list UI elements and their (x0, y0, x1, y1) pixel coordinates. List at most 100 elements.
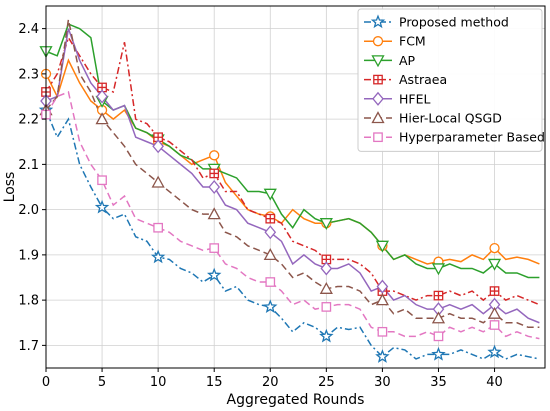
y-tick-label: 1.7 (18, 339, 39, 354)
legend-swatch-marker (371, 55, 385, 68)
series-1-marker (209, 150, 220, 161)
y-tick-label: 1.8 (18, 294, 39, 309)
series-5-marker (95, 112, 109, 125)
series-0-marker (487, 344, 502, 359)
legend-box (357, 8, 543, 152)
series-line-6 (45, 90, 540, 340)
y-tick-label: 2.1 (18, 158, 39, 173)
series-0-marker (150, 249, 166, 264)
series-3-marker-cross (490, 286, 499, 296)
series-0-marker (206, 267, 222, 282)
series-line-2 (45, 23, 540, 279)
series-6-marker (153, 222, 163, 233)
grid (45, 6, 545, 368)
x-tick-label: 20 (262, 375, 279, 390)
legend-label: Hier-Local QSGD (399, 111, 502, 126)
y-axis-title: Loss (2, 172, 18, 203)
series-6-marker (433, 331, 444, 342)
legend-label: Astraea (399, 72, 447, 87)
legend-swatch-marker (373, 132, 383, 143)
series-6-marker-box (265, 277, 276, 287)
plot-frame (45, 5, 546, 369)
series-4-marker (208, 179, 221, 195)
series-4-marker (376, 279, 389, 294)
series-0-marker (375, 349, 390, 363)
x-axis-title: Aggregated Rounds (227, 392, 365, 408)
legend-swatch-marker-cross (373, 75, 383, 84)
series-2-marker (375, 240, 390, 253)
series-5-marker (375, 293, 390, 306)
series-5-marker (263, 248, 277, 261)
series-6-marker-box (97, 175, 107, 186)
series-6-marker (209, 243, 220, 253)
legend-label: Hyperparameter Based (399, 130, 545, 145)
legend-entry: FCM (364, 34, 426, 49)
y-tick-label: 2.2 (18, 113, 39, 128)
series-6-marker (97, 175, 107, 186)
legend-swatch-marker (372, 36, 384, 47)
x-tick-label: 30 (374, 375, 391, 390)
series-6-marker-box (489, 320, 500, 330)
series-6-marker-box (433, 331, 444, 342)
legend-label: Proposed method (399, 15, 509, 30)
series-line-0 (45, 109, 540, 360)
series-3-marker (265, 213, 276, 224)
series-0-marker (94, 199, 110, 214)
legend-entry: Hier-Local QSGD (364, 111, 502, 126)
series-6-marker-box (377, 326, 388, 337)
series-3-marker-cross (210, 169, 219, 178)
legend: Proposed method FCM AP Astraea HFEL Hier-Loca… (357, 8, 545, 152)
series-6-marker (377, 326, 388, 337)
x-tick-label: 25 (318, 375, 335, 390)
series-5-marker (319, 281, 333, 294)
axis-ticks: 0 5 10 15 20 25 30 35 40 1.7 1.8 1.9 2.0 2.1 2.2 2.3 2.4 (18, 22, 503, 390)
series-3-marker (209, 168, 220, 179)
series-3-marker (433, 290, 444, 301)
series-0-marker (263, 299, 278, 314)
series-6-marker (265, 277, 276, 287)
legend-entry: HFEL (364, 91, 430, 106)
x-tick-label: 35 (430, 375, 447, 390)
y-tick-label: 2.3 (18, 67, 39, 82)
legend-swatch-marker (373, 74, 383, 85)
series-6-marker (321, 302, 332, 312)
y-tick-label: 2.0 (18, 203, 39, 218)
series-5-marker (207, 207, 221, 220)
legend-swatch-marker (370, 14, 386, 29)
x-tick-label: 5 (98, 375, 106, 390)
legend-label: FCM (399, 34, 426, 49)
series-markers (38, 46, 502, 363)
series-lines (45, 19, 540, 360)
series-2-marker (431, 263, 446, 276)
series-2-marker (487, 258, 502, 271)
series-5-marker (487, 306, 502, 319)
x-tick-label: 15 (206, 375, 223, 390)
series-5-marker (431, 311, 446, 324)
y-tick-label: 1.9 (18, 248, 39, 263)
x-tick-label: 0 (42, 375, 50, 390)
series-0-marker (431, 346, 446, 361)
series-4-marker (264, 225, 277, 240)
legend-label: AP (399, 53, 416, 68)
series-line-5 (45, 19, 540, 329)
x-tick-label: 10 (150, 375, 167, 390)
series-line-4 (45, 28, 540, 324)
legend-swatch-marker-box (373, 132, 383, 143)
legend-entry: Astraea (364, 72, 447, 87)
series-4-marker (152, 139, 164, 154)
series-2-marker (263, 188, 277, 201)
legend-label: HFEL (399, 91, 430, 106)
legend-swatch-marker (372, 91, 384, 106)
legend-entry: AP (364, 53, 416, 68)
series-4-marker (96, 89, 108, 104)
series-1-marker (489, 242, 500, 254)
series-6-marker-box (153, 222, 163, 233)
series-6-marker-box (321, 302, 332, 312)
series-6-marker-box (209, 243, 220, 253)
series-6-marker (489, 320, 500, 330)
series-4-marker (320, 261, 333, 276)
legend-entry: Proposed method (364, 14, 509, 30)
series-5-marker (151, 175, 165, 188)
series-0-marker (319, 328, 334, 343)
